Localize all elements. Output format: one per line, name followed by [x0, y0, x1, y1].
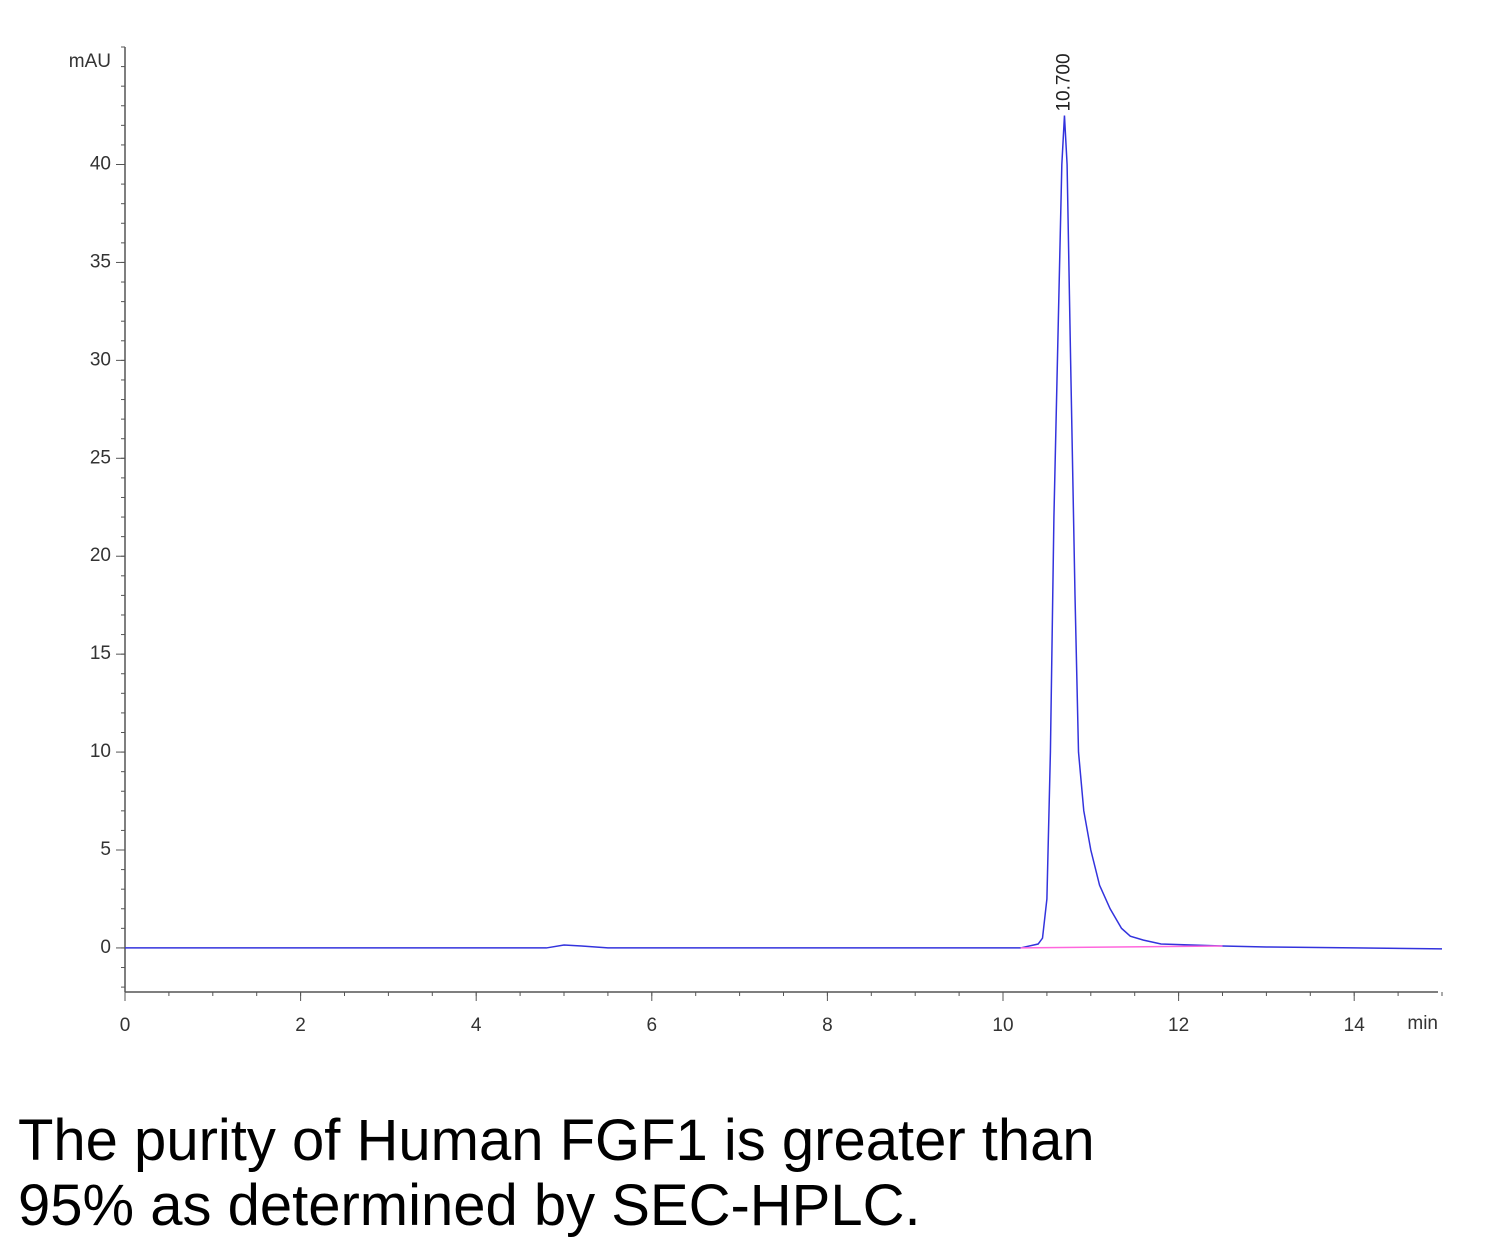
- y-tick-label: 15: [90, 643, 111, 664]
- x-tick-label: 4: [471, 1015, 482, 1036]
- y-tick-label: 40: [90, 154, 111, 175]
- y-tick-label: 35: [90, 251, 111, 272]
- chart: 0 5 10 15 20 25 30 35 40 0 2 4 6 8 10 12 14 mAU min 10.700: [69, 46, 1443, 1036]
- peak-label: 10.700: [1053, 53, 1074, 111]
- x-tick-label: 2: [295, 1015, 306, 1036]
- y-tick-label: 5: [100, 839, 111, 860]
- caption-line: 95% as determined by SEC-HPLC.: [18, 1173, 921, 1238]
- x-tick-label: 10: [992, 1015, 1013, 1036]
- x-tick-label: 8: [822, 1015, 833, 1036]
- x-tick-label: 0: [120, 1015, 131, 1036]
- x-tick-label: 14: [1344, 1015, 1366, 1036]
- x-tick-label: 12: [1168, 1015, 1189, 1036]
- y-tick-label: 10: [90, 741, 111, 762]
- series-line: [1020, 945, 1223, 949]
- series-line: [125, 115, 1443, 950]
- y-tick-label: 25: [90, 447, 111, 468]
- x-tick-label: 6: [647, 1015, 658, 1036]
- y-axis-label: mAU: [69, 51, 111, 72]
- x-axis-label: min: [1407, 1013, 1438, 1034]
- y-tick-label: 0: [100, 937, 111, 958]
- y-tick-label: 20: [90, 545, 111, 566]
- y-tick-label: 30: [90, 349, 111, 370]
- caption-line: The purity of Human FGF1 is greater than: [18, 1108, 1095, 1173]
